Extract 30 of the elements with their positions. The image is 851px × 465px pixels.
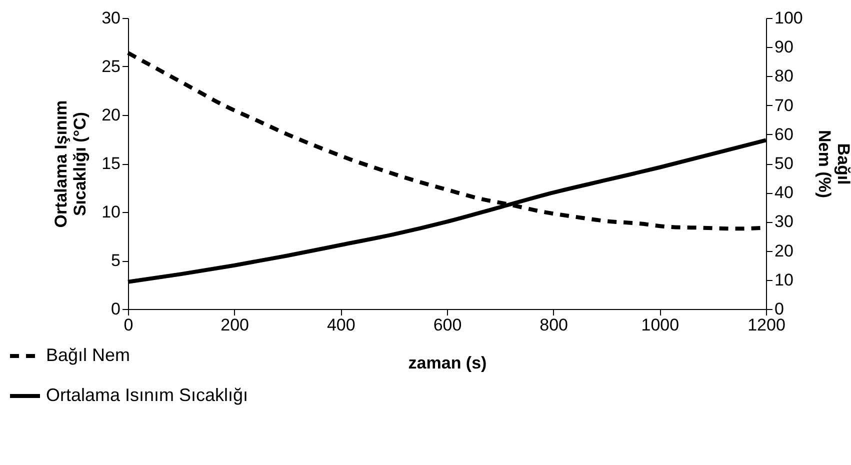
y-tick-label: 5 bbox=[111, 251, 120, 270]
x-tick-label: 1200 bbox=[748, 316, 786, 334]
y2-tick-label: 70 bbox=[774, 96, 794, 115]
y2-tick-label: 90 bbox=[774, 38, 794, 57]
y2-tick-label: 0 bbox=[774, 300, 784, 318]
y2-tick-label: 10 bbox=[774, 270, 794, 290]
y-tick-label: 30 bbox=[102, 8, 120, 28]
y2-tick-label: 30 bbox=[774, 212, 794, 232]
y-tick-label: 10 bbox=[102, 202, 120, 222]
legend-label: Ortalama Isınım Sıcaklığı bbox=[46, 385, 248, 405]
y-tick-label: 25 bbox=[102, 57, 120, 76]
y2-tick-label: 100 bbox=[774, 8, 803, 28]
x-tick-label: 0 bbox=[124, 316, 134, 334]
x-axis-title: zaman (s) bbox=[408, 354, 487, 372]
y-tick-label: 20 bbox=[102, 106, 120, 124]
y2-tick-label: 40 bbox=[774, 183, 794, 202]
y2-tick-label: 60 bbox=[774, 124, 794, 144]
y2-tick-label: 80 bbox=[774, 66, 794, 86]
y-tick-label: 15 bbox=[102, 154, 120, 173]
y2-tick-label: 20 bbox=[774, 241, 794, 260]
y-tick-label: 0 bbox=[111, 300, 120, 318]
y-axis-title: Ortalama Işınım Sıcaklığı (°C) bbox=[52, 100, 90, 228]
x-tick-label: 200 bbox=[220, 316, 250, 334]
y2-axis-title: Bağıl Nem (%) bbox=[814, 130, 851, 198]
x-tick-label: 800 bbox=[540, 316, 568, 334]
x-tick-label: 1000 bbox=[641, 316, 680, 334]
legend-label: Bağıl Nem bbox=[46, 345, 130, 365]
x-tick-label: 600 bbox=[433, 316, 462, 334]
x-tick-label: 400 bbox=[326, 316, 356, 334]
y2-tick-label: 50 bbox=[774, 154, 794, 173]
